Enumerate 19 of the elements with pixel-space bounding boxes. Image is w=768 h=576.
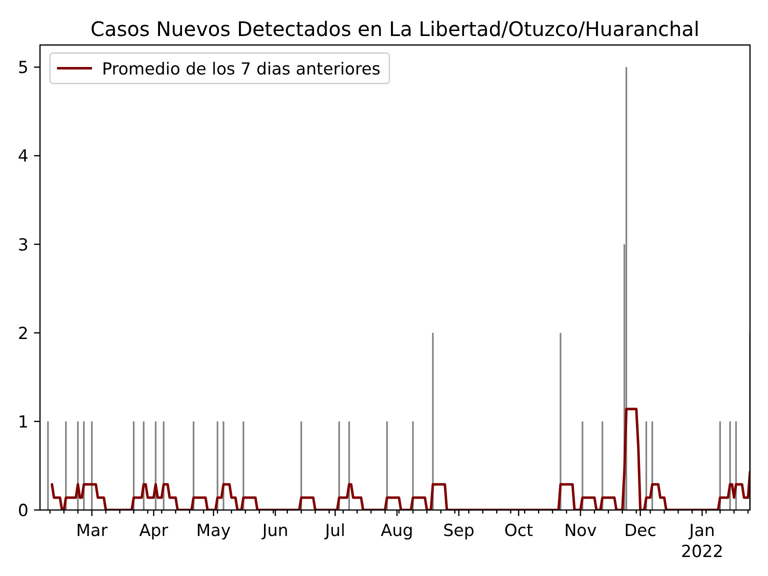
y-tick-label: 1 bbox=[18, 412, 28, 432]
x-tick-label: Jan 2022 bbox=[680, 521, 724, 561]
chart-title: Casos Nuevos Detectados en La Libertad/Otuzco/Huaranchal bbox=[90, 17, 700, 41]
x-tick-label: Mar bbox=[76, 521, 108, 540]
x-tick-label: Nov bbox=[564, 521, 597, 540]
x-tick-label: Aug bbox=[380, 521, 414, 540]
y-tick-label: 3 bbox=[18, 235, 28, 254]
legend-label: Promedio de los 7 dias anteriores bbox=[102, 59, 380, 78]
y-tick-label: 5 bbox=[18, 58, 28, 78]
x-tick-label: Jul bbox=[324, 521, 346, 540]
x-tick-label: Sep bbox=[443, 521, 475, 540]
x-tick-label: Dec bbox=[624, 521, 656, 540]
y-tick-label: 0 bbox=[18, 501, 28, 520]
x-tick-label: Apr bbox=[139, 521, 168, 540]
y-tick-label: 4 bbox=[18, 146, 28, 166]
x-tick-label: May bbox=[196, 521, 231, 540]
y-tick-label: 2 bbox=[18, 324, 28, 343]
x-tick-label: Oct bbox=[504, 521, 534, 540]
x-tick-label: Jun bbox=[261, 521, 288, 540]
